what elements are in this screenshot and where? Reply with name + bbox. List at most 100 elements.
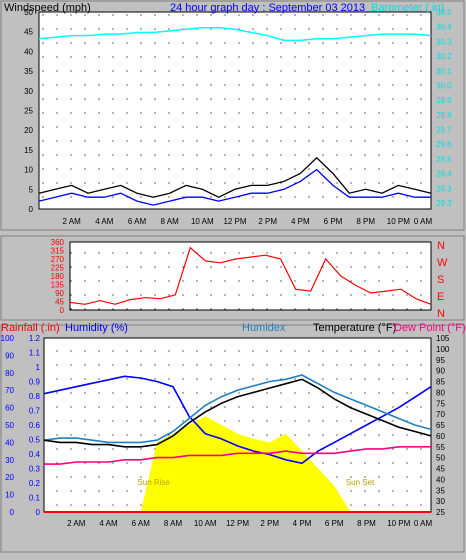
temp-x-tick-2-am: 2 AM [67, 519, 86, 528]
temp-x-tick-12-pm: 12 PM [226, 519, 249, 528]
wind-panel-frame [0, 0, 465, 231]
temp-y-tick-105: 105 [436, 334, 450, 343]
wind-y-tick-5: 5 [29, 185, 34, 194]
humidity-y-tick-20: 20 [5, 473, 14, 482]
legend-rainfall: Rainfall (.in) [1, 322, 60, 334]
temp-y-tick-25: 25 [436, 508, 445, 517]
series-humidity [43, 375, 432, 465]
humidity-y-tick-70: 70 [5, 386, 14, 395]
rain-y-tick-0: 0 [36, 508, 41, 517]
temperature-panel-frame [0, 324, 465, 553]
wind-x-tick-4-pm: 4 PM [291, 217, 310, 226]
rain-y-tick-4: 0.4 [29, 450, 41, 459]
chart-title: 24 hour graph day : September 03 2013 [170, 2, 365, 14]
rain-y-tick-5: 0.5 [29, 436, 41, 445]
wind-y-tick-15: 15 [24, 146, 33, 155]
wind-plot-grid [39, 12, 431, 209]
rain-y-tick-3: 0.3 [29, 465, 41, 474]
windspeed-axis-label: Windspeed (mph) [4, 2, 91, 14]
compass-n-4: N [437, 308, 445, 320]
direction-plot-grid [70, 242, 431, 310]
temp-x-tick-8-pm: 8 PM [357, 519, 376, 528]
wind-x-tick-2-pm: 2 PM [258, 217, 277, 226]
wind-y-tick-45: 45 [24, 28, 33, 37]
baro-y-tick-10: 30.2 [436, 52, 452, 61]
series-average [38, 168, 431, 206]
humidity-y-tick-60: 60 [5, 404, 14, 413]
wind-y-tick-0: 0 [29, 205, 34, 214]
temp-y-tick-60: 60 [436, 432, 445, 441]
series-windspeed-mph [38, 156, 432, 198]
baro-y-tick-4: 29.6 [436, 140, 452, 149]
temp-x-tick-6-am: 6 AM [132, 519, 151, 528]
temp-y-tick-45: 45 [436, 465, 445, 474]
temp-y-tick-75: 75 [436, 399, 445, 408]
wind-x-tick-0-am: 0 AM [414, 217, 433, 226]
temp-x-tick-10-am: 10 AM [194, 519, 217, 528]
baro-y-tick-7: 29.9 [436, 96, 452, 105]
annotation-sun-set: Sun Set [346, 478, 375, 487]
temp-x-tick-4-pm: 4 PM [293, 519, 312, 528]
rain-y-tick-8: 0.8 [29, 392, 41, 401]
wind-x-tick-4-am: 4 AM [95, 217, 114, 226]
annotation-sun-rise: Sun Rise [137, 478, 170, 487]
wind-y-tick-50: 50 [24, 8, 33, 17]
rain-y-tick-9: 0.9 [29, 378, 41, 387]
legend-humidity: Humidity (%) [65, 322, 128, 334]
rain-y-tick-11: 1.1 [29, 349, 41, 358]
legend-dewpoint: Dew Point (°F) [394, 322, 466, 334]
series-dew-point-f [44, 445, 431, 465]
baro-y-tick-6: 29.8 [436, 111, 452, 120]
dir-y-tick-180: 180 [51, 272, 65, 281]
rain-y-tick-6: 0.6 [29, 421, 41, 430]
temp-y-tick-65: 65 [436, 421, 445, 430]
temp-x-tick-6-pm: 6 PM [325, 519, 344, 528]
baro-y-tick-3: 29.5 [436, 155, 452, 164]
wind-x-tick-10-pm: 10 PM [387, 217, 410, 226]
temp-y-tick-80: 80 [436, 388, 445, 397]
baro-y-tick-1: 29.3 [436, 184, 452, 193]
wind-y-tick-35: 35 [24, 67, 33, 76]
barometer-axis-label: Barometer (.in) [371, 2, 444, 14]
temp-y-tick-35: 35 [436, 486, 445, 495]
wind-x-tick-10-am: 10 AM [191, 217, 214, 226]
baro-y-tick-13: 30.5 [436, 8, 452, 17]
rain-y-tick-10: 1 [36, 363, 41, 372]
series-barometer-in [38, 27, 432, 42]
temp-x-tick-10-pm: 10 PM [387, 519, 410, 528]
series-humidex [43, 374, 432, 444]
temp-y-tick-90: 90 [436, 367, 445, 376]
wind-y-tick-30: 30 [24, 87, 33, 96]
dir-y-tick-270: 270 [51, 255, 65, 264]
temp-x-tick-0-am: 0 AM [414, 519, 433, 528]
temp-y-tick-95: 95 [436, 356, 445, 365]
wind-x-tick-6-am: 6 AM [128, 217, 147, 226]
temp-y-tick-100: 100 [436, 345, 450, 354]
temp-y-tick-30: 30 [436, 497, 445, 506]
humidity-y-tick-0: 0 [10, 508, 15, 517]
dir-y-tick-90: 90 [55, 289, 64, 298]
dir-y-tick-225: 225 [51, 264, 65, 273]
temp-y-tick-85: 85 [436, 378, 445, 387]
wind-y-tick-10: 10 [24, 166, 33, 175]
humidity-y-tick-30: 30 [5, 456, 14, 465]
compass-n-0: N [437, 240, 445, 252]
temp-x-tick-8-am: 8 AM [164, 519, 183, 528]
rain-y-tick-12: 1.2 [29, 334, 41, 343]
compass-w-1: W [437, 257, 448, 269]
humidity-y-tick-50: 50 [5, 421, 14, 430]
legend-temperature: Temperature (°F) [313, 322, 396, 334]
wind-x-tick-8-pm: 8 PM [356, 217, 375, 226]
dir-y-tick-135: 135 [51, 281, 65, 290]
rain-y-tick-7: 0.7 [29, 407, 41, 416]
wind-x-tick-6-pm: 6 PM [324, 217, 343, 226]
humidity-y-tick-40: 40 [5, 438, 14, 447]
series-temperature-f [43, 378, 432, 448]
wind-y-tick-25: 25 [24, 107, 33, 116]
temp-y-tick-50: 50 [436, 454, 445, 463]
wind-x-tick-8-am: 8 AM [161, 217, 180, 226]
baro-y-tick-8: 30.0 [436, 81, 452, 90]
temp-y-tick-70: 70 [436, 410, 445, 419]
